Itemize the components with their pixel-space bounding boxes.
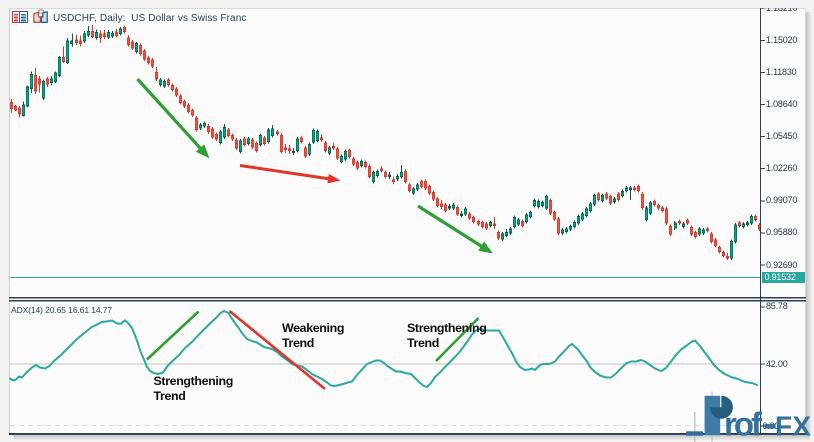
svg-text:rof: rof — [724, 406, 763, 442]
svg-text:FX: FX — [775, 411, 811, 442]
